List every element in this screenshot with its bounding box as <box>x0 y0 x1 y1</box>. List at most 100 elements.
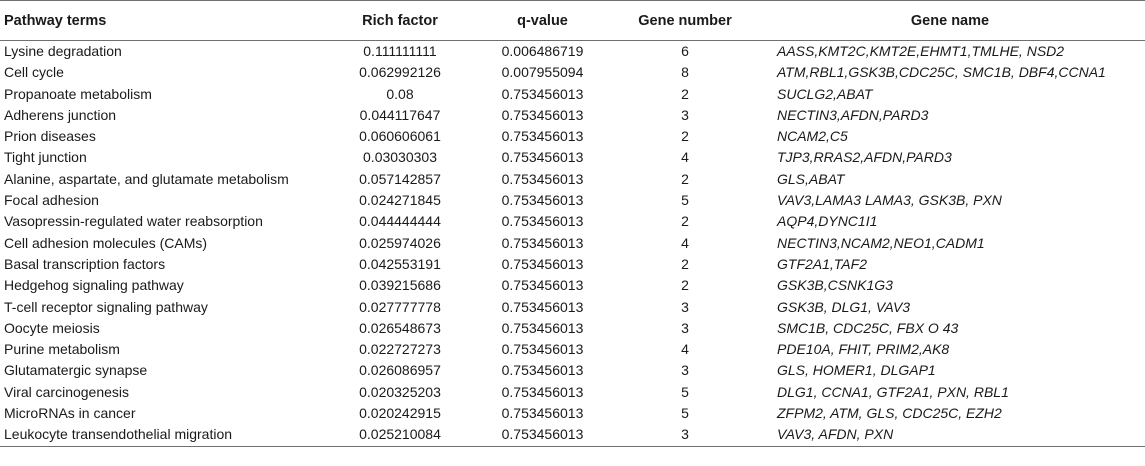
cell-rich-factor: 0.027777778 <box>359 298 441 315</box>
pathway-enrichment-table: Pathway terms Rich factor q-value Gene n… <box>0 0 1145 447</box>
cell-pathway-term: Alanine, aspartate, and glutamate metabo… <box>4 170 289 187</box>
table-row: Adherens junction 0.044117647 0.753456013 3… <box>0 105 1145 126</box>
cell-pathway-term: Adherens junction <box>4 106 117 123</box>
cell-rich-factor: 0.020242915 <box>359 405 441 422</box>
cell-gene-number: 4 <box>681 234 689 251</box>
cell-rich-factor: 0.042553191 <box>359 255 441 272</box>
table-row: Basal transcription factors 0.042553191 0.… <box>0 254 1145 275</box>
cell-gene-number: 2 <box>681 85 689 102</box>
cell-gene-number: 3 <box>681 319 689 336</box>
cell-pathway-term: Focal adhesion <box>4 192 99 209</box>
cell-gene-name: NECTIN3,NCAM2,NEO1,CADM1 <box>777 234 985 251</box>
cell-pathway-term: Oocyte meiosis <box>4 319 100 336</box>
table-row: MicroRNAs in cancer 0.020242915 0.75345601… <box>0 403 1145 424</box>
table-row: Hedgehog signaling pathway 0.039215686 0.7… <box>0 275 1145 296</box>
cell-gene-number: 3 <box>681 106 689 123</box>
cell-gene-number: 5 <box>681 192 689 209</box>
cell-rich-factor: 0.025210084 <box>330 424 470 447</box>
cell-rich-factor: 0.025974026 <box>359 234 441 251</box>
cell-gene-number: 4 <box>681 149 689 166</box>
cell-q-value: 0.753456013 <box>501 170 584 187</box>
table-row: Tight junction 0.03030303 0.753456013 4 TJP3… <box>0 147 1145 168</box>
table-row: Focal adhesion 0.024271845 0.753456013 5 VAV… <box>0 190 1145 211</box>
cell-gene-name: SMC1B, CDC25C, FBX O 43 <box>777 319 959 336</box>
cell-q-value: 0.753456013 <box>501 213 584 230</box>
header-gene-name: Gene name <box>755 0 1145 41</box>
cell-rich-factor: 0.026548673 <box>359 319 441 336</box>
cell-pathway-term: MicroRNAs in cancer <box>4 405 136 422</box>
cell-q-value: 0.007955094 <box>501 64 584 81</box>
cell-gene-name: GSK3B, DLG1, VAV3 <box>777 298 911 315</box>
cell-q-value: 0.753456013 <box>501 255 584 272</box>
cell-pathway-term: Viral carcinogenesis <box>4 383 130 400</box>
cell-q-value: 0.753456013 <box>501 383 584 400</box>
cell-q-value: 0.753456013 <box>501 405 584 422</box>
table-row: Cell cycle 0.062992126 0.007955094 8 ATM,RBL… <box>0 62 1145 83</box>
cell-gene-number: 8 <box>681 64 689 81</box>
cell-pathway-term: Lysine degradation <box>4 43 122 59</box>
cell-q-value: 0.753456013 <box>501 298 584 315</box>
cell-q-value: 0.753456013 <box>501 149 584 166</box>
cell-rich-factor: 0.08 <box>386 85 414 102</box>
table-body: Lysine degradation 0.111111111 0.006486719… <box>0 41 1145 447</box>
cell-gene-number: 4 <box>681 341 689 358</box>
table-row: Propanoate metabolism 0.08 0.753456013 2 SUC… <box>0 84 1145 105</box>
cell-q-value: 0.753456013 <box>501 234 584 251</box>
cell-rich-factor: 0.044117647 <box>359 106 441 123</box>
cell-pathway-term: Cell cycle <box>4 64 64 81</box>
table-row: Purine metabolism 0.022727273 0.753456013 4… <box>0 339 1145 360</box>
cell-rich-factor: 0.039215686 <box>359 277 441 294</box>
cell-gene-number: 2 <box>681 128 689 145</box>
cell-pathway-term: Basal transcription factors <box>4 255 166 272</box>
cell-gene-name: ZFPM2, ATM, GLS, CDC25C, EZH2 <box>777 405 1002 422</box>
header-q-value: q-value <box>470 0 615 41</box>
cell-q-value: 0.753456013 <box>470 424 615 447</box>
cell-rich-factor: 0.057142857 <box>359 170 441 187</box>
cell-rich-factor: 0.020325203 <box>359 383 441 400</box>
cell-pathway-term: Leukocyte transendothelial migration <box>0 424 330 447</box>
cell-pathway-term: T-cell receptor signaling pathway <box>4 298 208 315</box>
table-row: Prion diseases 0.060606061 0.753456013 2 NCA… <box>0 126 1145 147</box>
table-row: T-cell receptor signaling pathway 0.02777… <box>0 297 1145 318</box>
cell-gene-number: 3 <box>681 362 689 379</box>
cell-rich-factor: 0.060606061 <box>359 128 441 145</box>
header-rich-factor: Rich factor <box>330 0 470 41</box>
cell-pathway-term: Prion diseases <box>4 128 96 145</box>
cell-gene-name: TJP3,RRAS2,AFDN,PARD3 <box>777 149 952 166</box>
cell-rich-factor: 0.022727273 <box>359 341 441 358</box>
cell-gene-number: 2 <box>681 170 689 187</box>
cell-gene-number: 3 <box>615 424 755 447</box>
table-header-row: Pathway terms Rich factor q-value Gene n… <box>0 0 1145 41</box>
cell-pathway-term: Glutamatergic synapse <box>4 362 148 379</box>
cell-rich-factor: 0.026086957 <box>359 362 441 379</box>
cell-gene-name: ATM,RBL1,GSK3B,CDC25C, SMC1B, DBF4,CCNA1 <box>777 64 1106 81</box>
cell-gene-number: 5 <box>681 405 689 422</box>
cell-q-value: 0.753456013 <box>501 128 584 145</box>
table-row: Vasopressin-regulated water reabsorption… <box>0 211 1145 232</box>
table-row: Oocyte meiosis 0.026548673 0.753456013 3 SMC… <box>0 318 1145 339</box>
cell-q-value: 0.753456013 <box>501 362 584 379</box>
cell-gene-name: AQP4,DYNC1I1 <box>777 213 878 230</box>
cell-gene-name: NECTIN3,AFDN,PARD3 <box>777 106 929 123</box>
cell-gene-name: GLS, HOMER1, DLGAP1 <box>777 362 936 379</box>
cell-q-value: 0.753456013 <box>501 106 584 123</box>
cell-q-value: 0.753456013 <box>501 319 584 336</box>
cell-gene-number: 2 <box>681 277 689 294</box>
table-row: Lysine degradation 0.111111111 0.006486719… <box>0 41 1145 63</box>
cell-gene-number: 2 <box>681 213 689 230</box>
cell-gene-name: VAV3, AFDN, PXN <box>755 424 1145 447</box>
cell-gene-number: 5 <box>681 383 689 400</box>
cell-q-value: 0.753456013 <box>501 341 584 358</box>
cell-rich-factor: 0.062992126 <box>359 64 441 81</box>
cell-gene-name: VAV3,LAMA3 LAMA3, GSK3B, PXN <box>777 192 1002 209</box>
table-row: Cell adhesion molecules (CAMs) 0.02597402… <box>0 233 1145 254</box>
cell-gene-name: NCAM2,C5 <box>777 128 848 145</box>
cell-gene-name: SUCLG2,ABAT <box>777 85 873 102</box>
cell-pathway-term: Tight junction <box>4 149 87 166</box>
cell-gene-number: 3 <box>681 298 689 315</box>
cell-rich-factor: 0.111111111 <box>363 43 437 59</box>
cell-gene-name: AASS,KMT2C,KMT2E,EHMT1,TMLHE, NSD2 <box>777 43 1065 59</box>
cell-q-value: 0.753456013 <box>501 85 584 102</box>
cell-q-value: 0.753456013 <box>501 277 584 294</box>
